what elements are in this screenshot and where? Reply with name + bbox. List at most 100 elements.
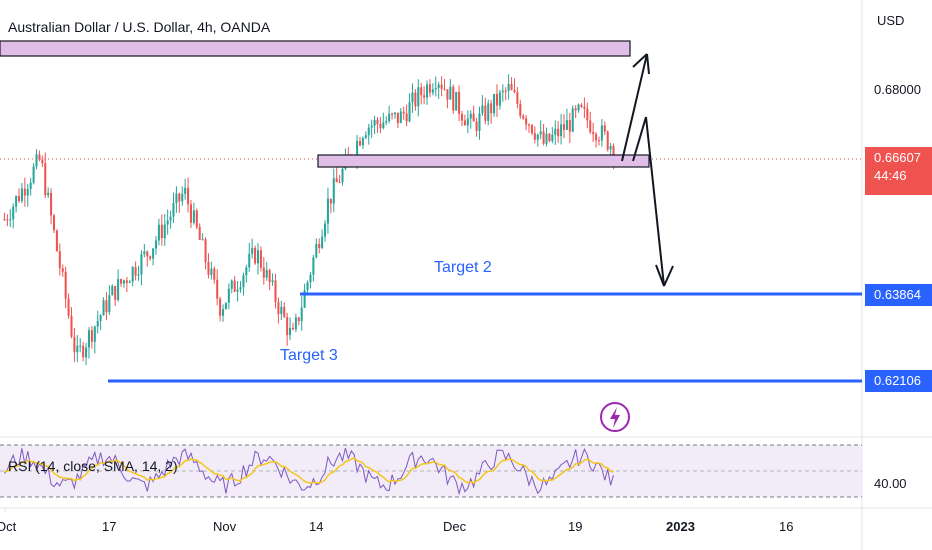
candle-body — [277, 302, 280, 315]
candle-body — [495, 93, 498, 106]
target-2-badge[interactable]: 0.63864 — [865, 284, 932, 306]
candle-body — [306, 282, 309, 291]
down-arrow[interactable] — [632, 116, 674, 287]
candle-body — [356, 140, 359, 159]
candle-body — [29, 182, 32, 190]
candle-body — [367, 127, 370, 136]
candle-body — [114, 286, 117, 300]
time-tick-19: 19 — [568, 519, 583, 534]
candle-body — [251, 247, 254, 254]
current-price-badge[interactable]: 0.66607 44:46 — [865, 147, 932, 195]
candle-body — [472, 113, 475, 122]
candle-body — [102, 300, 105, 316]
candle-body — [603, 125, 606, 132]
candle-body — [233, 280, 236, 292]
candle-body — [18, 196, 21, 201]
up-arrow[interactable] — [621, 53, 650, 162]
candle-body — [426, 84, 429, 98]
candle-body — [449, 86, 452, 100]
candle-body — [294, 317, 297, 330]
candle-body — [460, 113, 464, 121]
candle-body — [522, 115, 525, 119]
candle-body — [391, 113, 394, 115]
candle-body — [152, 248, 155, 259]
candle-body — [577, 104, 580, 111]
candle-body — [207, 261, 210, 275]
candle-body — [99, 315, 102, 321]
lightning-icon[interactable] — [600, 402, 630, 432]
candle-body — [324, 223, 327, 237]
candle-body — [583, 106, 586, 109]
candle-body — [373, 119, 376, 126]
support-zone[interactable] — [317, 154, 650, 168]
candle-body — [262, 267, 265, 278]
rsi-line — [4, 447, 614, 496]
candle-body — [23, 188, 26, 196]
candle-body — [315, 243, 318, 258]
candle-body — [61, 268, 64, 272]
candle-body — [440, 84, 443, 89]
candle-body — [245, 267, 248, 276]
candle-body — [548, 133, 551, 142]
candle-body — [329, 198, 332, 204]
candle-body — [592, 132, 595, 135]
candle-body — [87, 330, 90, 348]
candle-body — [105, 300, 108, 313]
candle-body — [286, 317, 289, 336]
candle-body — [219, 298, 222, 316]
candle-body — [12, 206, 15, 220]
chart-title: Australian Dollar / U.S. Dollar, 4h, OAN… — [8, 19, 271, 35]
candle-body — [501, 90, 504, 93]
candle-body — [9, 219, 12, 221]
candle-body — [146, 251, 149, 257]
candle-body — [248, 253, 251, 268]
candle-body — [70, 315, 73, 337]
candle-body — [525, 118, 528, 125]
candle-body — [600, 125, 603, 141]
candle-body — [213, 268, 216, 280]
candle-body — [542, 131, 545, 144]
candle-body — [283, 306, 286, 318]
candle-body — [606, 131, 609, 150]
candle-body — [469, 113, 472, 119]
candle-body — [408, 102, 411, 122]
candle-body — [239, 287, 242, 290]
candle-body — [154, 240, 158, 249]
candle-body — [318, 243, 321, 249]
time-tick-oct: Oct — [0, 519, 17, 534]
candle-body — [242, 275, 245, 288]
candle-body — [539, 131, 542, 135]
candle-body — [184, 187, 187, 194]
time-tick-dec: Dec — [443, 519, 467, 534]
candle-body — [414, 92, 417, 107]
target-3-badge[interactable]: 0.62106 — [865, 370, 932, 392]
candle-body — [289, 327, 292, 336]
resistance-zone[interactable] — [0, 40, 631, 57]
candle-body — [332, 178, 335, 204]
rsi-lines-group — [4, 447, 614, 496]
candle-body — [274, 280, 277, 303]
candle-body — [140, 254, 143, 275]
target-3-label: Target 3 — [280, 347, 338, 364]
candle-body — [222, 309, 225, 316]
candle-body — [76, 345, 79, 353]
candle-body — [192, 210, 195, 223]
candle-body — [393, 112, 396, 115]
candle-body — [120, 279, 123, 284]
candle-body — [382, 122, 385, 129]
candle-body — [423, 95, 426, 98]
candle-body — [458, 91, 461, 114]
candle-body — [510, 83, 513, 90]
candle-body — [15, 196, 18, 207]
candle-body — [297, 317, 300, 322]
candle-body — [309, 274, 312, 283]
candle-body — [181, 193, 184, 202]
candle-body — [93, 326, 96, 342]
candle-body — [291, 327, 294, 330]
candle-body — [487, 103, 490, 121]
candle-body — [481, 105, 484, 114]
rsi-tick-label: 40.00 — [874, 476, 907, 491]
candle-body — [41, 159, 44, 164]
candle-body — [388, 113, 391, 122]
